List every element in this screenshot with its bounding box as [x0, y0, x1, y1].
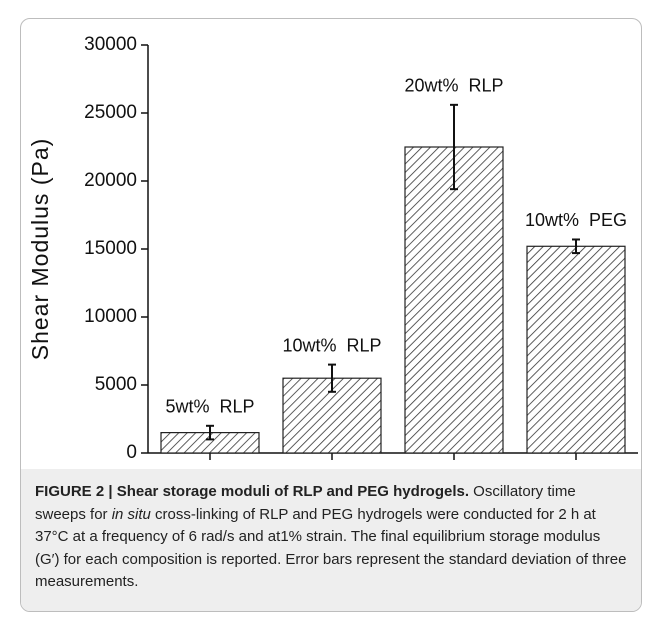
caption-title: FIGURE 2 | Shear storage moduli of RLP a… [35, 483, 469, 500]
y-axis-label: Shear Modulus (Pa) [27, 138, 53, 361]
category-label: 10wt% PEG [525, 210, 627, 230]
bar [404, 146, 504, 454]
y-tick-label: 25000 [84, 102, 137, 123]
bar [526, 245, 626, 454]
y-tick-label: 20000 [84, 170, 137, 191]
caption-italic: in situ [111, 505, 151, 523]
category-label: 20wt% RLP [404, 76, 503, 96]
caption-text: Oscillatory time sweeps for [35, 483, 576, 523]
category-label: 10wt% RLP [282, 335, 381, 355]
caption-text: cross-linking of RLP and PEG hydrogels w… [35, 505, 627, 591]
y-tick-label: 5000 [95, 374, 137, 395]
y-tick-label: 15000 [84, 238, 137, 259]
caption: FIGURE 2 | Shear storage moduli of RLP a… [21, 469, 641, 611]
chart: Shear Modulus (Pa) 0 5000 10000 15000 20000 2… [27, 34, 638, 463]
y-tick-label: 10000 [84, 306, 137, 327]
y-tick-label: 30000 [84, 34, 137, 55]
y-tick-label: 0 [126, 442, 137, 463]
category-label: 5wt% RLP [165, 397, 254, 417]
